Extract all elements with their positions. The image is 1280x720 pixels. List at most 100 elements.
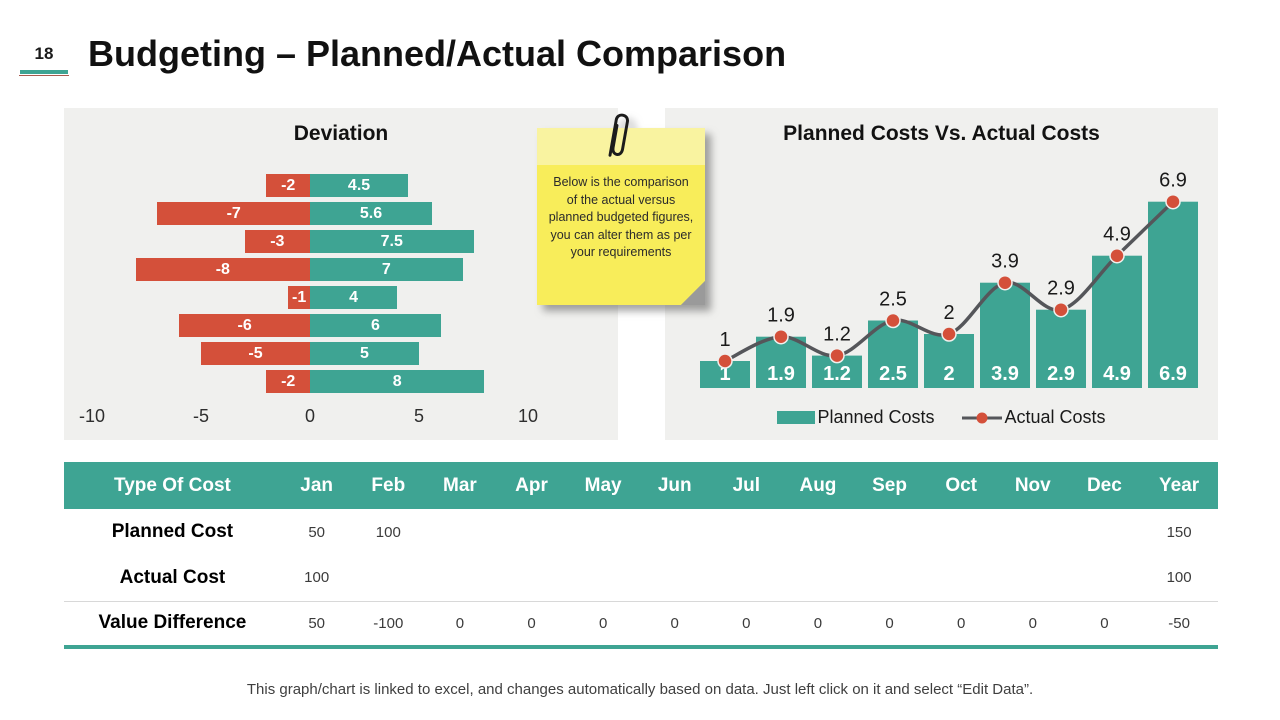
deviation-bar-positive: 7 [310, 258, 463, 281]
planned-actual-chart-panel[interactable]: Planned Costs Vs. Actual Costs 1 1.9 1.2 2.… [665, 108, 1218, 440]
deviation-row: -7 5.6 [64, 202, 618, 225]
line-value-label: 2.5 [879, 289, 907, 311]
x-axis-tick-label: 10 [517, 406, 539, 426]
table-cell: 0 [1068, 600, 1141, 647]
chart-legend: Planned Costs Actual Costs [665, 407, 1218, 428]
table-header-cell: Jun [638, 462, 711, 509]
table-header-cell: Mar [424, 462, 496, 509]
deviation-bar-negative: -8 [135, 258, 310, 281]
actual-costs-marker [773, 328, 789, 345]
table-cell [710, 509, 783, 555]
table-header-cell: Year [1140, 462, 1218, 509]
table-cell: 0 [567, 600, 639, 647]
planned-actual-plot: 1 1.9 1.2 2.5 2 3.9 2.9 4.9 6.9 1 1.9 1.2 2.5 2 3.9 2.9… [700, 170, 1198, 388]
table-cell: -100 [352, 600, 425, 647]
line-value-label: 1.9 [767, 305, 795, 327]
table-cell: 0 [495, 600, 568, 647]
table-cell [925, 509, 997, 555]
actual-costs-marker [885, 312, 901, 329]
table-cell [567, 555, 639, 601]
table-cell: 100 [1140, 555, 1218, 601]
line-value-label: 1.2 [823, 324, 851, 346]
table-cell: 0 [996, 600, 1069, 647]
deviation-chart-panel[interactable]: Deviation -2 4.5 -7 5.6 -3 7.5 -8 7 -1 4 -6 6 -5 5 -2 8… [64, 108, 618, 440]
bar-value-label: 3.9 [991, 363, 1019, 385]
table-header-cell: Feb [352, 462, 425, 509]
bar-value-label: 1.2 [823, 363, 851, 385]
table-cell: 0 [424, 600, 496, 647]
page-title: Budgeting – Planned/Actual Comparison [88, 33, 787, 74]
deviation-bar-positive: 5.6 [310, 202, 433, 225]
planned-actual-chart-title: Planned Costs Vs. Actual Costs [783, 122, 1100, 145]
table-header-cell: Nov [996, 462, 1069, 509]
line-value-label: 4.9 [1103, 224, 1131, 246]
table-cell [1068, 509, 1141, 555]
actual-costs-line-icon [961, 412, 1002, 423]
bar-value-label: 4.9 [1103, 363, 1131, 385]
actual-costs-marker [717, 353, 733, 369]
line-value-label: 2 [943, 302, 954, 324]
table-row: Value Difference 50 -100 0 0 0 0 0 0 0 0 0 0 -50 [64, 600, 1218, 647]
slide-number-underline [20, 70, 68, 74]
bar-value-label: 2.5 [879, 363, 907, 385]
table-row-label: Value Difference [64, 600, 281, 647]
bar-value-label: 2 [943, 363, 954, 385]
table-cell: 150 [1140, 509, 1218, 555]
deviation-bar-positive: 8 [310, 370, 485, 393]
deviation-bar-positive: 4.5 [310, 174, 409, 197]
deviation-row: -8 7 [64, 258, 618, 281]
bar-value-label: 2.9 [1047, 363, 1075, 385]
cost-table[interactable]: Type Of Cost Jan Feb Mar Apr May Jun Jul Aug Sep O… [64, 462, 1218, 649]
legend-label-planned: Planned Costs [817, 407, 935, 427]
table-cell [567, 509, 639, 555]
deviation-bar-negative: -5 [201, 342, 310, 365]
deviation-chart-title: Deviation [293, 122, 389, 145]
table-header-cell: Type Of Cost [64, 462, 281, 509]
table-cell: 50 [280, 600, 353, 647]
deviation-bar-negative: -1 [288, 286, 310, 309]
table-cell [710, 555, 783, 601]
deviation-x-axis: -10 -5 0 5 10 [64, 406, 618, 432]
deviation-bar-negative: -7 [157, 202, 310, 225]
table-cell: 0 [782, 600, 854, 647]
deviation-bar-negative: -2 [266, 370, 310, 393]
planned-cost-bar [1092, 255, 1142, 388]
deviation-bar-negative: -3 [244, 230, 310, 253]
line-value-label: 3.9 [991, 251, 1019, 273]
actual-costs-marker [1165, 193, 1181, 210]
table-cell: 0 [710, 600, 783, 647]
table-header-cell: May [567, 462, 639, 509]
table-cell: 0 [925, 600, 997, 647]
sticky-note-fold [681, 281, 705, 305]
deviation-bar-positive: 6 [310, 314, 441, 337]
table-header-cell: Aug [782, 462, 854, 509]
table-cell [638, 509, 711, 555]
table-cell [996, 509, 1069, 555]
table-cell: 100 [352, 509, 425, 555]
planned-cost-bar [756, 336, 806, 388]
table-row: Actual Cost 100 100 [64, 555, 1218, 601]
table-row-label: Actual Cost [64, 555, 281, 601]
table-cell [638, 555, 711, 601]
table-cell [996, 555, 1069, 601]
table-cell [495, 555, 568, 601]
table-cell [495, 509, 568, 555]
bar-value-label: 6.9 [1159, 363, 1187, 385]
table-cell [424, 555, 496, 601]
table-cell [925, 555, 997, 601]
x-axis-tick-label: -10 [78, 406, 106, 426]
actual-costs-marker [829, 347, 845, 364]
table-cell: 50 [280, 509, 353, 555]
deviation-row: -5 5 [64, 342, 618, 365]
x-axis-tick-label: 0 [304, 406, 316, 426]
planned-cost-bar [1148, 201, 1198, 388]
planned-cost-bar [980, 282, 1030, 388]
planned-cost-bar [1036, 309, 1086, 388]
x-axis-tick-label: -5 [192, 406, 210, 426]
line-value-label: 2.9 [1047, 278, 1075, 300]
table-cell: 100 [280, 555, 353, 601]
bar-value-label: 1.9 [767, 363, 795, 385]
table-cell [782, 509, 854, 555]
deviation-bar-negative: -6 [179, 314, 310, 337]
